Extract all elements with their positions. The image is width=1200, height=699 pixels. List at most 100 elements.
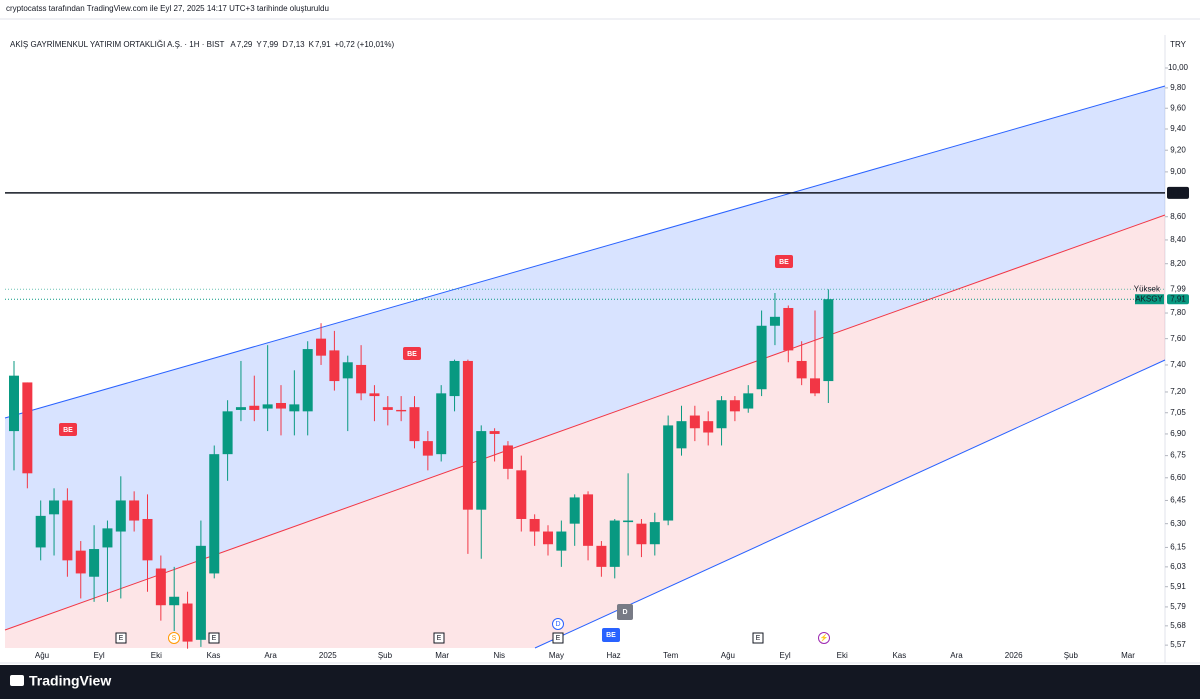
y-tick-label: 9,60 <box>1170 103 1186 112</box>
y-tick-label: 6,60 <box>1170 473 1186 482</box>
candle-body <box>449 360 460 397</box>
y-tick-label: 5,57 <box>1170 640 1186 649</box>
channel-upper <box>5 86 1165 630</box>
candle-body <box>409 407 420 442</box>
channel-line <box>4 85 1166 419</box>
candle-body <box>716 400 727 429</box>
candle-body <box>369 393 380 397</box>
change: +0,72 (+10,01%) <box>335 40 395 49</box>
event-label: ⚡ <box>820 633 829 642</box>
y-tick-label: 8,20 <box>1170 259 1186 268</box>
candle-body <box>462 360 473 510</box>
footer-bar <box>0 665 1200 699</box>
y-tick-label: 9,00 <box>1170 167 1186 176</box>
event-label: D <box>555 621 560 628</box>
event-label: BE <box>606 632 616 639</box>
candle-body <box>302 349 313 412</box>
x-tick-label: May <box>549 651 564 660</box>
event-label: E <box>119 635 124 642</box>
y-tick-label: 6,90 <box>1170 429 1186 438</box>
ohlc-key: Y <box>256 40 262 49</box>
candle-body <box>636 523 647 545</box>
ohlc-value: 7,29 <box>237 40 253 49</box>
y-tick-label: 8,60 <box>1170 212 1186 221</box>
x-tick-label: Eki <box>837 651 848 660</box>
event-badge <box>168 632 180 644</box>
candle-body <box>89 549 100 577</box>
candle-body <box>356 364 367 394</box>
candle-body <box>329 350 340 382</box>
candle-body <box>516 470 527 519</box>
price-box <box>1167 186 1189 199</box>
x-tick-label: Eki <box>151 651 162 660</box>
candle-body <box>569 497 580 524</box>
candle-body <box>769 316 780 326</box>
last-name: AKSGY <box>1135 294 1163 303</box>
x-tick-label: Eyl <box>94 651 105 660</box>
price-box <box>1167 294 1189 305</box>
candle-body <box>729 400 740 412</box>
x-tick-label: Ara <box>950 651 963 660</box>
event-badge <box>552 632 564 644</box>
event-badge <box>403 347 421 360</box>
candle-body <box>796 360 807 379</box>
y-tick-label: 6,03 <box>1170 562 1186 571</box>
candle-body <box>142 518 153 561</box>
x-tick-label: 2025 <box>319 651 337 660</box>
candle-body <box>422 441 433 456</box>
candle-body <box>289 404 300 412</box>
candle-body <box>62 500 73 561</box>
y-tick-label: 7,05 <box>1170 408 1186 417</box>
high-label: 7,99 <box>1170 284 1186 293</box>
y-tick-label: 6,45 <box>1170 496 1186 505</box>
y-tick-label: 9,80 <box>1170 83 1186 92</box>
candle-body <box>169 596 180 606</box>
candle-body <box>209 454 220 574</box>
candle-body <box>22 382 33 474</box>
x-tick-label: Şub <box>1064 651 1079 660</box>
y-tick-label: 8,40 <box>1170 235 1186 244</box>
candle-body <box>689 415 700 429</box>
candle-body <box>649 522 660 545</box>
candle-body <box>49 500 60 515</box>
x-tick-label: Tem <box>663 651 678 660</box>
y-tick-label: 5,68 <box>1170 621 1186 630</box>
y-tick-label: 6,75 <box>1170 451 1186 460</box>
candle-body <box>195 545 206 640</box>
x-tick-label: Haz <box>606 651 620 660</box>
event-label: E <box>756 635 761 642</box>
x-tick-label: Şub <box>378 651 393 660</box>
candle-body <box>756 325 767 390</box>
x-tick-label: 2026 <box>1005 651 1023 660</box>
event-label: BE <box>407 351 417 358</box>
candle-body <box>596 545 607 567</box>
y-tick-label: 6,15 <box>1170 543 1186 552</box>
candle-body <box>342 362 353 379</box>
ohlc-value: 7,13 <box>289 40 305 49</box>
candle-body <box>676 421 687 449</box>
event-badge <box>617 604 633 620</box>
candle-body <box>129 500 140 521</box>
candle-body <box>262 404 273 409</box>
candle-body <box>502 445 513 469</box>
candle-body <box>543 531 553 545</box>
candle-body <box>276 402 286 409</box>
ohlc-key: K <box>309 40 315 49</box>
event-label: S <box>172 635 177 642</box>
candle-body <box>9 375 19 432</box>
footer-logo: TradingView <box>29 673 111 689</box>
price-label: 8,81 <box>1170 188 1186 197</box>
event-badge <box>775 255 793 268</box>
event-label: BE <box>779 259 789 266</box>
ohlc-key: D <box>282 40 288 49</box>
candle-body <box>823 299 834 382</box>
candle-body <box>609 520 620 567</box>
candle-body <box>316 338 327 356</box>
event-label: E <box>212 635 217 642</box>
price-label: 7,91 <box>1170 294 1186 303</box>
candle-body <box>235 407 246 410</box>
y-tick-label: 5,79 <box>1170 602 1186 611</box>
x-tick-label: Nis <box>493 651 505 660</box>
candle-body <box>583 494 594 546</box>
ohlc-key: A <box>230 40 236 49</box>
